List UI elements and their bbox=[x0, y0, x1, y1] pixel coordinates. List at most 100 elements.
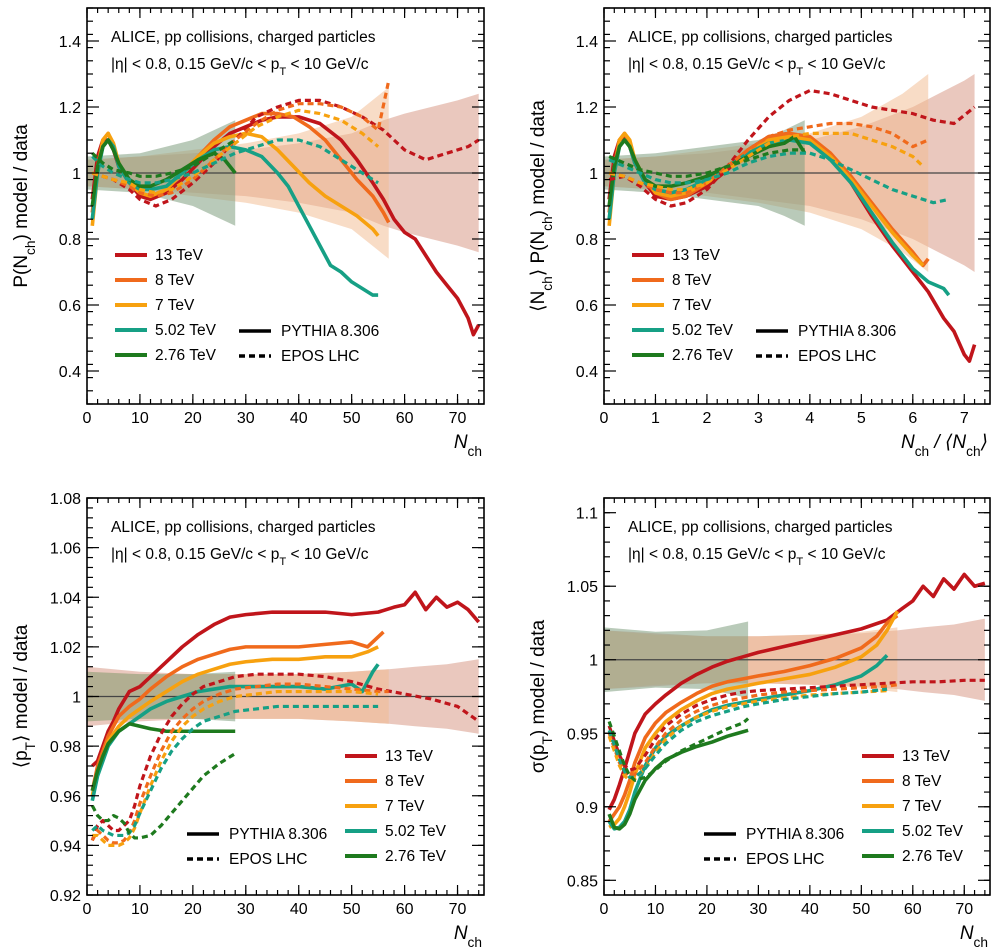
legend-label: 2.76 TeV bbox=[155, 347, 217, 364]
series-line bbox=[607, 689, 888, 782]
x-tick-label: 1 bbox=[651, 410, 660, 427]
x-tick-label: 10 bbox=[131, 901, 149, 918]
x-tick-label: 40 bbox=[290, 410, 308, 427]
y-axis-label: ⟨Nch⟩ P(Nch) model / data bbox=[528, 100, 555, 312]
y-tick-label: 1 bbox=[72, 690, 81, 707]
legend-label: PYTHIA 8.306 bbox=[746, 826, 844, 843]
x-tick-label: 6 bbox=[908, 410, 917, 427]
y-tick-label: 1.02 bbox=[50, 640, 81, 657]
x-tick-label: 60 bbox=[904, 901, 922, 918]
series-line bbox=[90, 752, 237, 840]
y-tick-label: 0.4 bbox=[576, 364, 598, 381]
x-axis-label: Nch / ⟨Nch⟩ bbox=[901, 432, 988, 459]
y-tick-label: 0.8 bbox=[576, 232, 598, 249]
legend-label: PYTHIA 8.306 bbox=[229, 826, 327, 843]
y-tick-label: 1.2 bbox=[59, 100, 81, 117]
y-tick-label: 1 bbox=[589, 166, 598, 183]
series-line bbox=[90, 131, 380, 237]
y-tick-label: 0.94 bbox=[50, 838, 81, 855]
y-tick-label: 1 bbox=[72, 166, 81, 183]
y-tick-label: 1.4 bbox=[59, 34, 81, 51]
x-tick-label: 5 bbox=[857, 410, 866, 427]
x-tick-label: 50 bbox=[852, 901, 870, 918]
series-line bbox=[90, 630, 385, 792]
x-tick-label: 7 bbox=[960, 410, 969, 427]
plot-area-p4 bbox=[604, 572, 990, 831]
legend-label: 13 TeV bbox=[385, 748, 434, 765]
series-line bbox=[91, 138, 237, 178]
legend-label: 7 TeV bbox=[672, 297, 712, 314]
y-tick-label: 0.6 bbox=[576, 298, 598, 315]
legend-label: 8 TeV bbox=[672, 272, 712, 289]
legend-label: 13 TeV bbox=[672, 247, 721, 264]
y-tick-label: 1.1 bbox=[576, 506, 598, 523]
series-line bbox=[92, 689, 379, 847]
x-tick-label: 3 bbox=[754, 410, 763, 427]
x-tick-label: 30 bbox=[237, 901, 255, 918]
x-axis-label: Nch bbox=[454, 923, 482, 947]
series-line bbox=[608, 151, 950, 205]
series-line bbox=[90, 645, 379, 797]
y-tick-label: 1.2 bbox=[576, 100, 598, 117]
x-tick-label: 4 bbox=[805, 410, 814, 427]
series-line bbox=[607, 134, 807, 207]
series-line bbox=[90, 672, 480, 841]
legend-label: EPOS LHC bbox=[798, 348, 876, 365]
x-tick-label: 0 bbox=[83, 410, 92, 427]
x-tick-label: 20 bbox=[184, 901, 202, 918]
series-line bbox=[607, 683, 898, 778]
series-line bbox=[607, 728, 749, 831]
legend-label: EPOS LHC bbox=[746, 851, 824, 868]
info-line-1: ALICE, pp collisions, charged particles bbox=[628, 519, 893, 536]
y-axis-label: ⟨pT⟩ model / data bbox=[11, 624, 38, 768]
x-tick-label: 70 bbox=[449, 410, 467, 427]
y-tick-label: 1 bbox=[589, 653, 598, 670]
y-tick-label: 0.92 bbox=[50, 888, 81, 905]
x-axis-label: Nch bbox=[960, 923, 988, 947]
legend-label: 7 TeV bbox=[385, 798, 425, 815]
y-tick-label: 1.05 bbox=[567, 579, 598, 596]
series-line bbox=[607, 678, 985, 772]
panel-p1: 0 10 20 30 40 50 60 70 0.4 0.6 0.8 1 1.2 1.4 Nch P(Nch)… bbox=[11, 7, 485, 459]
x-tick-label: 0 bbox=[83, 901, 92, 918]
x-tick-label: 0 bbox=[600, 901, 609, 918]
series-line bbox=[90, 721, 236, 792]
series-line bbox=[608, 148, 805, 178]
series-line bbox=[608, 610, 899, 829]
series-line bbox=[607, 572, 986, 811]
legend-label: 2.76 TeV bbox=[672, 347, 734, 364]
x-tick-label: 40 bbox=[290, 901, 308, 918]
legend-label: 7 TeV bbox=[902, 798, 942, 815]
plot-area-p1 bbox=[87, 80, 484, 337]
info-line-1: ALICE, pp collisions, charged particles bbox=[111, 29, 376, 46]
x-tick-label: 60 bbox=[396, 410, 414, 427]
panel-p2: 0 1 2 3 4 5 6 7 0.4 0.6 0.8 1 1.2 1.4 Nch / ⟨Nch⟩ ⟨Nch⟩… bbox=[528, 7, 991, 459]
x-tick-label: 2 bbox=[702, 410, 711, 427]
info-line-2: |η| < 0.8, 0.15 GeV/c < pT < 10 GeV/c bbox=[111, 546, 369, 568]
info-line-1: ALICE, pp collisions, charged particles bbox=[111, 519, 376, 536]
info-line-2: |η| < 0.8, 0.15 GeV/c < pT < 10 GeV/c bbox=[628, 546, 886, 568]
legend-label: 2.76 TeV bbox=[902, 848, 964, 865]
x-tick-label: 50 bbox=[343, 410, 361, 427]
legend-label: 5.02 TeV bbox=[385, 823, 447, 840]
panel-p3: 0 10 20 30 40 50 60 70 0.92 0.94 0.96 0.98 1 1.02 1.04… bbox=[11, 491, 485, 947]
legend-label: EPOS LHC bbox=[281, 348, 359, 365]
info-line-1: ALICE, pp collisions, charged particles bbox=[628, 29, 893, 46]
series-line bbox=[608, 88, 976, 208]
y-tick-label: 0.96 bbox=[50, 789, 81, 806]
series-line bbox=[91, 590, 481, 768]
legend-label: 8 TeV bbox=[385, 773, 425, 790]
panel-p4: 0 10 20 30 40 50 60 70 0.85 0.9 0.95 1 1.05 1.1 Nch σ(p… bbox=[528, 497, 991, 947]
x-axis-label: Nch bbox=[454, 432, 482, 459]
x-tick-label: 20 bbox=[698, 901, 716, 918]
y-tick-label: 0.4 bbox=[59, 364, 81, 381]
x-tick-label: 30 bbox=[750, 901, 768, 918]
legend-label: 13 TeV bbox=[902, 748, 951, 765]
plot-frame bbox=[603, 497, 991, 896]
legend-label: 8 TeV bbox=[155, 272, 195, 289]
legend-label: 5.02 TeV bbox=[902, 823, 964, 840]
x-tick-label: 30 bbox=[237, 410, 255, 427]
y-tick-label: 0.85 bbox=[567, 873, 598, 890]
series-line bbox=[90, 682, 389, 845]
legend-label: PYTHIA 8.306 bbox=[798, 323, 896, 340]
